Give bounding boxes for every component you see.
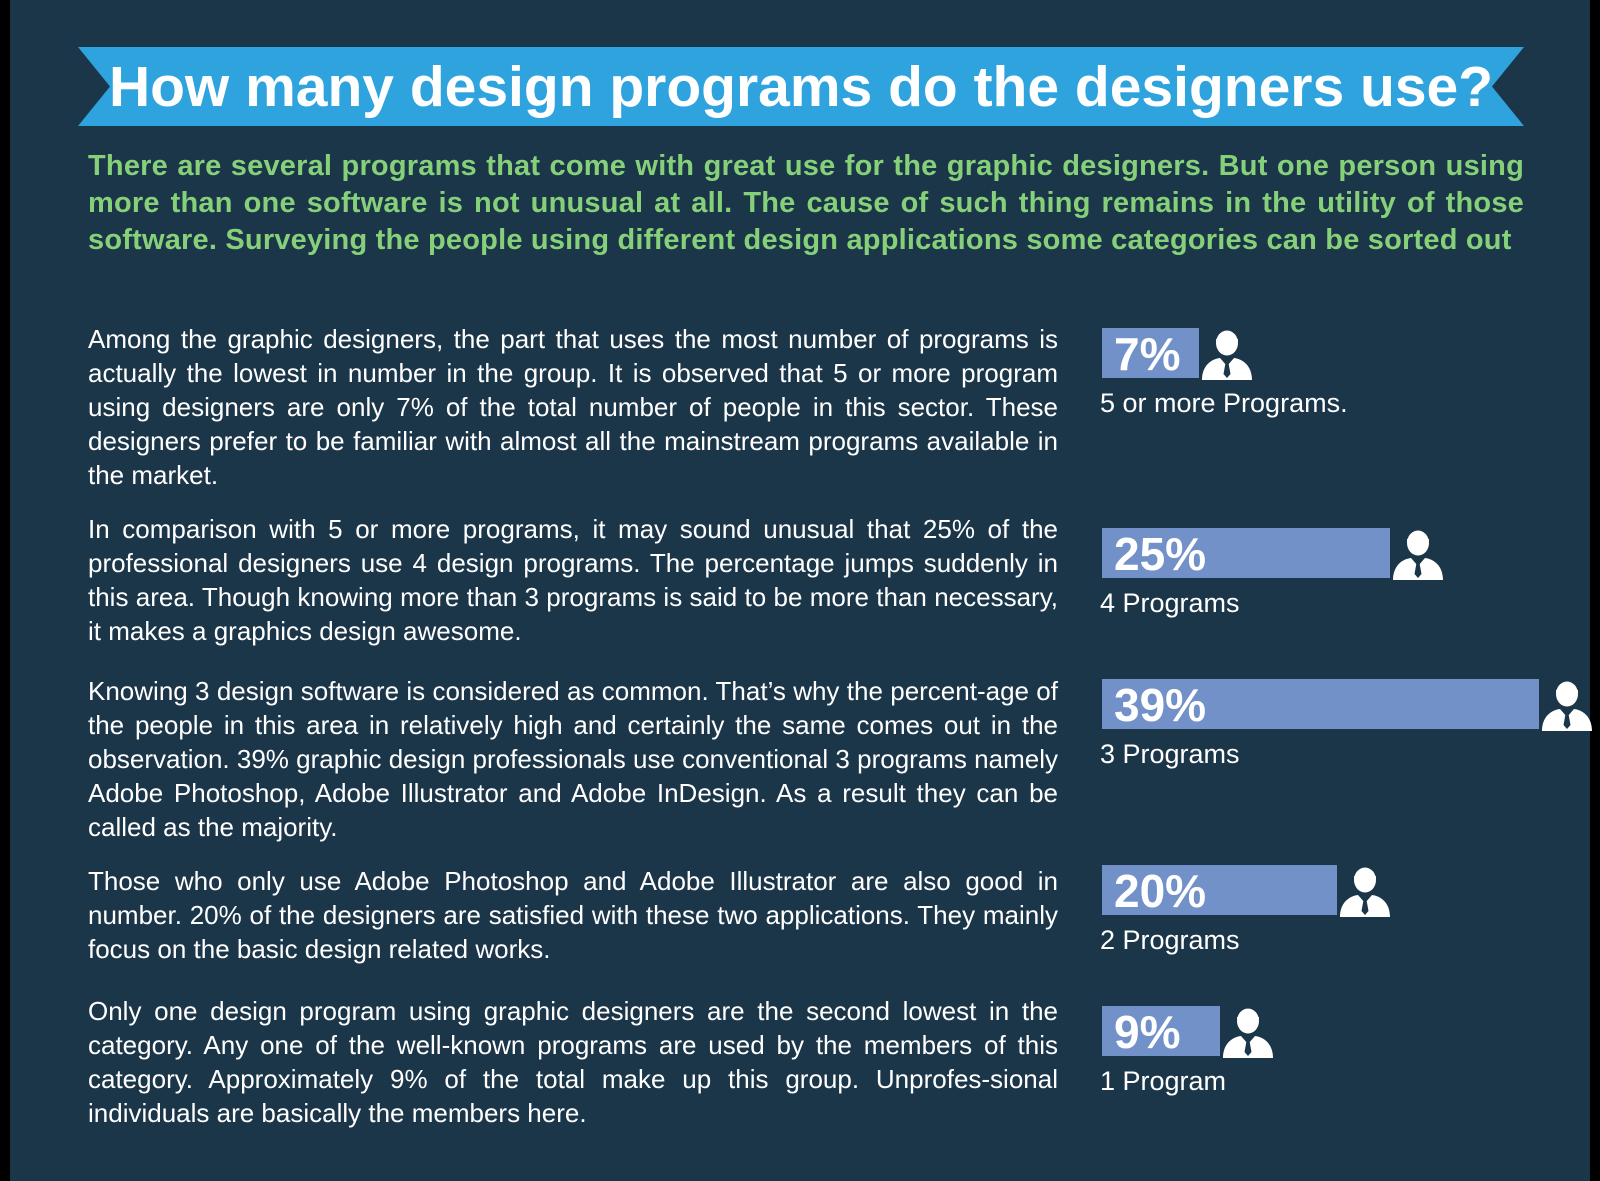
percentage-bar (1102, 1006, 1220, 1056)
section-description: In comparison with 5 or more programs, i… (88, 514, 1058, 646)
section-description: Knowing 3 design software is considered … (88, 676, 1058, 842)
category-label: 5 or more Programs. (1100, 388, 1348, 418)
person-icon (1223, 1008, 1273, 1058)
category-label: 4 Programs (1100, 588, 1240, 618)
percentage-value: 20% (1114, 865, 1207, 917)
percentage-bar (1102, 328, 1199, 378)
title-banner: How many design programs do the designer… (78, 47, 1524, 126)
infographic-panel (10, 0, 1590, 1181)
person-icon (1340, 867, 1390, 917)
category-label: 3 Programs (1100, 739, 1240, 769)
section-description: Those who only use Adobe Photoshop and A… (88, 866, 1058, 964)
person-icon (1202, 330, 1252, 380)
person-icon (1542, 681, 1592, 731)
page-title: How many design programs do the designer… (108, 54, 1494, 119)
percentage-value: 25% (1114, 528, 1207, 580)
percentage-bar (1102, 679, 1539, 729)
person-icon (1393, 530, 1443, 580)
percentage-value: 7% (1114, 328, 1181, 380)
percentage-value: 9% (1114, 1006, 1181, 1058)
percentage-bar (1102, 528, 1390, 578)
section-description: Only one design program using graphic de… (88, 996, 1058, 1128)
section-description: Among the graphic designers, the part th… (88, 324, 1058, 490)
intro-paragraph: There are several programs that come wit… (88, 150, 1524, 256)
banner-ribbon (78, 47, 1524, 126)
percentage-bar (1102, 865, 1337, 915)
percentage-value: 39% (1114, 679, 1207, 731)
category-label: 1 Program (1100, 1066, 1227, 1096)
category-label: 2 Programs (1100, 925, 1240, 955)
